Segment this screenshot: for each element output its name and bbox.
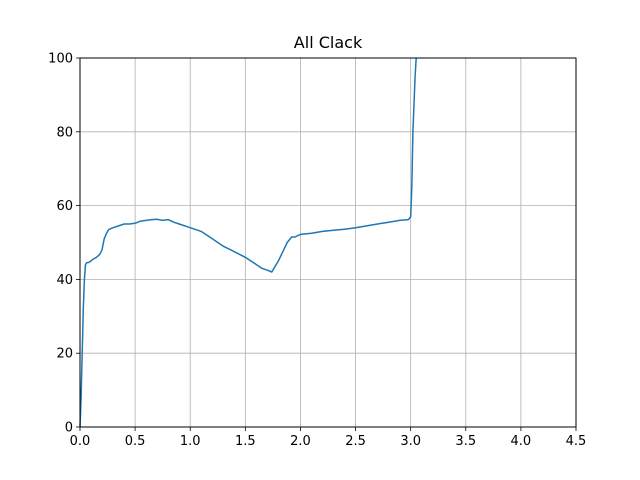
y-tick-label: 80	[56, 125, 73, 140]
x-tick-label: 2.0	[290, 434, 311, 449]
series-layer	[79, 57, 417, 428]
plot-frame	[79, 57, 577, 428]
y-tick-label: 0	[65, 421, 73, 436]
x-axis: 0.0 0.5 1.0 1.5 2.0 2.5 3.0 3.5 4.0 4.5	[70, 427, 587, 449]
y-tick-label: 60	[56, 199, 73, 214]
x-tick-label: 2.5	[345, 434, 366, 449]
x-tick-label: 0.5	[125, 434, 146, 449]
y-tick-label: 100	[48, 52, 73, 67]
x-tick-label: 1.5	[235, 434, 256, 449]
chart-title: All Clack	[294, 33, 363, 52]
y-tick-label: 40	[56, 273, 73, 288]
x-tick-label: 3.0	[400, 434, 421, 449]
x-tick-label: 4.5	[566, 434, 587, 449]
y-tick-label: 20	[56, 347, 73, 362]
x-tick-label: 0.0	[70, 434, 91, 449]
x-tick-label: 4.0	[511, 434, 532, 449]
x-tick-label: 3.5	[455, 434, 476, 449]
series-line	[79, 57, 417, 428]
x-tick-label: 1.0	[180, 434, 201, 449]
y-axis: 0 20 40 60 80 100	[48, 52, 80, 436]
